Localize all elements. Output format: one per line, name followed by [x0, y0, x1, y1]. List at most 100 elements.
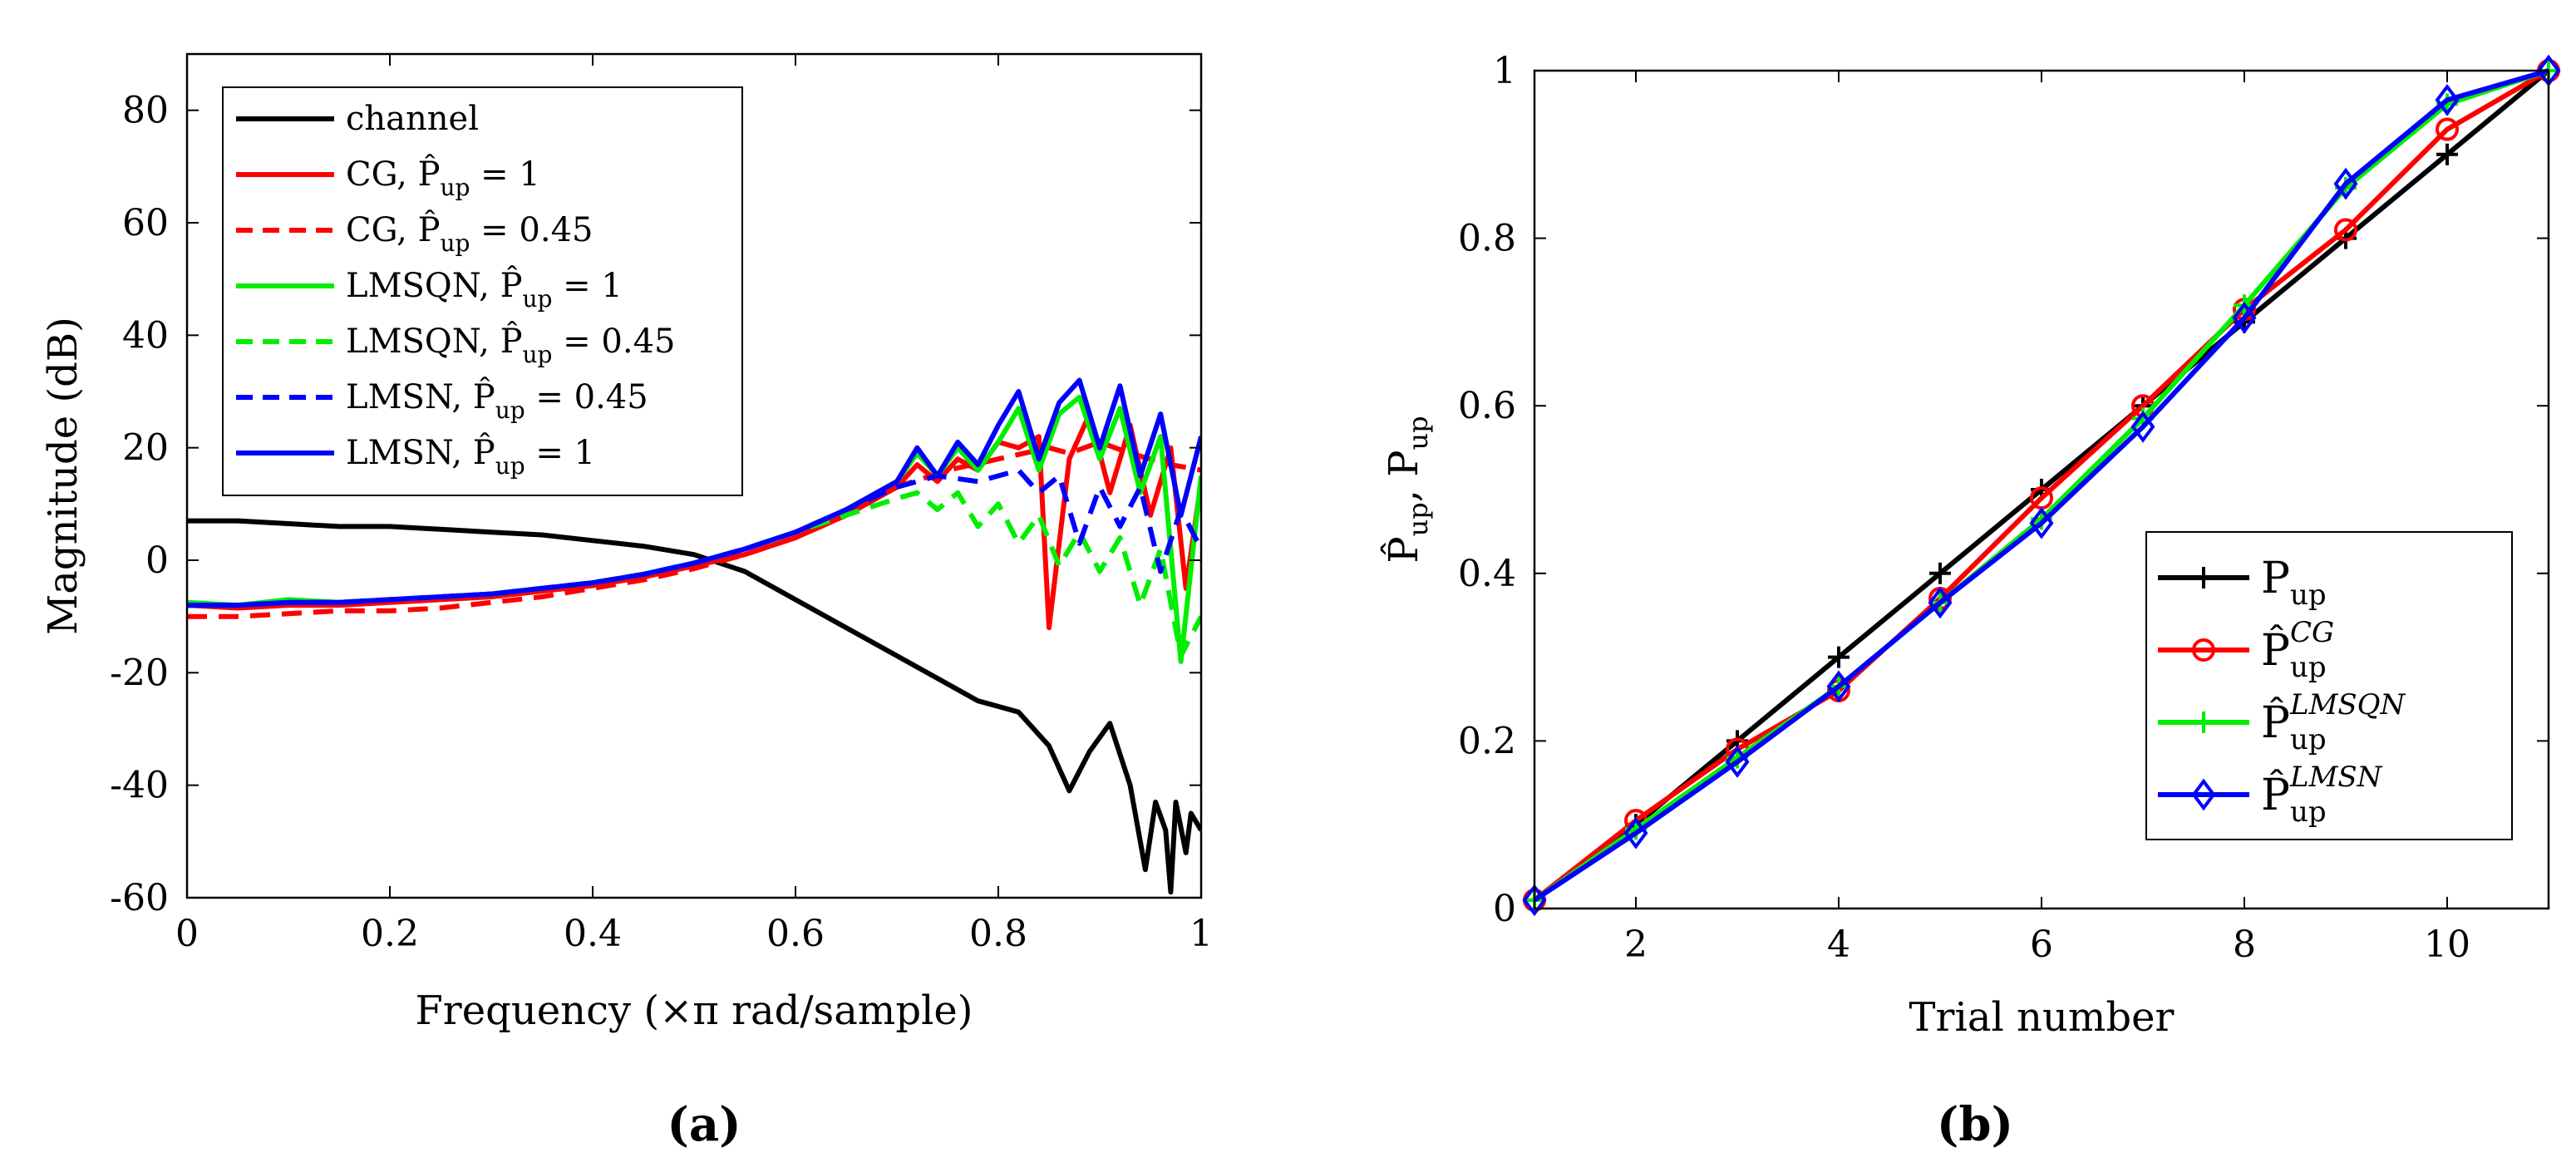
legend-label-sub: up — [2290, 723, 2327, 756]
legend-label-sub: up — [2290, 651, 2327, 684]
x-tick-label: 0 — [175, 913, 199, 955]
legend-label-1: CG, P̂up = 1 — [346, 155, 540, 201]
legend-label-4: LMSQN, P̂up = 0.45 — [346, 323, 675, 368]
x-tick-label: 1 — [1189, 913, 1213, 955]
legend-label-rest: = 0.45 — [552, 323, 675, 361]
y-tick-label: 0.4 — [1458, 553, 1516, 595]
legend-label-2: P̂upLMSQN — [2261, 688, 2406, 756]
legend-label-main: P̂ — [2261, 697, 2290, 748]
y-tick-label: 0.2 — [1458, 720, 1516, 762]
legend-label-sub: up — [440, 174, 470, 201]
legend-label-main: P — [2261, 554, 2290, 603]
y-axis-label-main: P̂ — [1379, 536, 1427, 563]
series-line-2 — [187, 439, 1201, 619]
data-point — [1828, 646, 1849, 668]
y-tick-label: 80 — [122, 90, 169, 132]
legend-box — [222, 86, 743, 496]
y-tick-label: 1 — [1493, 50, 1516, 92]
legend-label-3: LMSQN, P̂up = 1 — [346, 267, 623, 313]
x-axis-label: Frequency (×π rad/sample) — [415, 987, 973, 1034]
legend-label-main: channel — [346, 100, 479, 138]
x-tick-label: 0.4 — [564, 913, 622, 955]
data-point — [2333, 167, 2358, 200]
data-point — [2130, 411, 2155, 443]
legend-label-main: P̂ — [2261, 770, 2290, 820]
chart-a: 0 0.2 0.4 0.6 0.8 1 -60 -40 -20 0 20 40 60 80 Frequenc… — [40, 52, 1213, 1152]
x-axis-label: Trial number — [1909, 994, 2175, 1041]
y-tick-label: 0.8 — [1458, 218, 1516, 260]
series-line-4 — [187, 490, 1201, 658]
legend-label-rest: = 1 — [525, 434, 595, 472]
data-point — [1826, 670, 1851, 703]
data-point — [1623, 816, 1648, 849]
data-point — [1522, 884, 1547, 917]
y-tick-label: 60 — [122, 202, 169, 244]
legend-label-main: P̂ — [2261, 625, 2290, 676]
legend-label-main: LMSN, P̂ — [346, 434, 495, 472]
legend-label-main: CG, P̂ — [346, 155, 440, 194]
legend-label-sup: LMSN — [2289, 761, 2383, 794]
data-point — [1928, 586, 1953, 619]
data-point — [2436, 143, 2458, 165]
legend-label-0: channel — [346, 100, 479, 138]
series-line-0 — [187, 518, 1201, 895]
y-axis-label-mid: , P — [1381, 450, 1427, 502]
legend-label-5: LMSN, P̂up = 0.45 — [346, 378, 648, 424]
y-tick-label: 0.6 — [1458, 385, 1516, 427]
legend-label-sub: up — [495, 396, 525, 424]
series-line-6 — [187, 377, 1201, 608]
data-point — [2436, 117, 2459, 141]
y-axis-label: P̂up, Pup — [1379, 416, 1434, 563]
legend-marker-0 — [2193, 567, 2214, 588]
y-axis-label-sub2: up — [1402, 416, 1434, 450]
x-tick-label: 4 — [1827, 923, 1850, 966]
legend-label-rest: = 1 — [470, 155, 539, 194]
data-point — [2435, 83, 2460, 116]
y-tick-label: -60 — [110, 877, 169, 919]
legend-marker-1 — [2192, 638, 2215, 662]
legend-label-rest: = 0.45 — [525, 378, 648, 416]
x-tick-label: 0.8 — [969, 913, 1027, 955]
legend-label-main: CG, P̂ — [346, 211, 440, 249]
y-tick-label: 0 — [1493, 888, 1516, 930]
series-line-3 — [1533, 68, 2549, 903]
data-point — [2029, 506, 2054, 539]
legend-label-6: LMSN, P̂up = 1 — [346, 434, 595, 480]
x-tick-label: 0.6 — [766, 913, 825, 955]
legend-label-main: LMSN, P̂ — [346, 378, 495, 416]
legend-label-3: P̂upLMSN — [2261, 761, 2383, 829]
legend-label-2: CG, P̂up = 0.45 — [346, 211, 593, 257]
series-group — [187, 377, 1201, 895]
panel-label-a: (a) — [667, 1097, 741, 1152]
legend-label-sup: CG — [2290, 616, 2334, 649]
y-tick-label: -20 — [110, 652, 169, 694]
y-tick-label: 20 — [122, 427, 169, 470]
x-tick-label: 6 — [2030, 923, 2053, 966]
data-point — [1725, 746, 1750, 778]
data-point — [2334, 218, 2357, 242]
data-point — [1929, 562, 1951, 584]
panel-label-b: (b) — [1937, 1097, 2013, 1152]
legend-label-rest: = 0.45 — [470, 211, 593, 249]
y-tick-label: -40 — [110, 765, 169, 807]
legend-label-1: P̂upCG — [2261, 616, 2334, 684]
legend-label-main: LMSQN, P̂ — [346, 323, 523, 361]
legend-label-main: LMSQN, P̂ — [346, 267, 523, 305]
series-line-1 — [187, 411, 1201, 631]
x-tick-label: 8 — [2233, 923, 2256, 966]
series-line-1 — [1533, 68, 2550, 903]
legend-label-sub: up — [495, 452, 525, 480]
y-tick-label: 0 — [145, 539, 169, 582]
legend-label-rest: = 1 — [552, 267, 622, 305]
y-tick-label: 40 — [122, 314, 169, 357]
series-3 — [1522, 54, 2561, 917]
legend-label-sub: up — [523, 285, 553, 313]
legend-label-sup: LMSQN — [2289, 688, 2406, 721]
x-tick-label: 10 — [2424, 923, 2470, 966]
y-axis-label: Magnitude (dB) — [40, 317, 86, 635]
y-axis-label-sub: up — [1402, 502, 1434, 536]
